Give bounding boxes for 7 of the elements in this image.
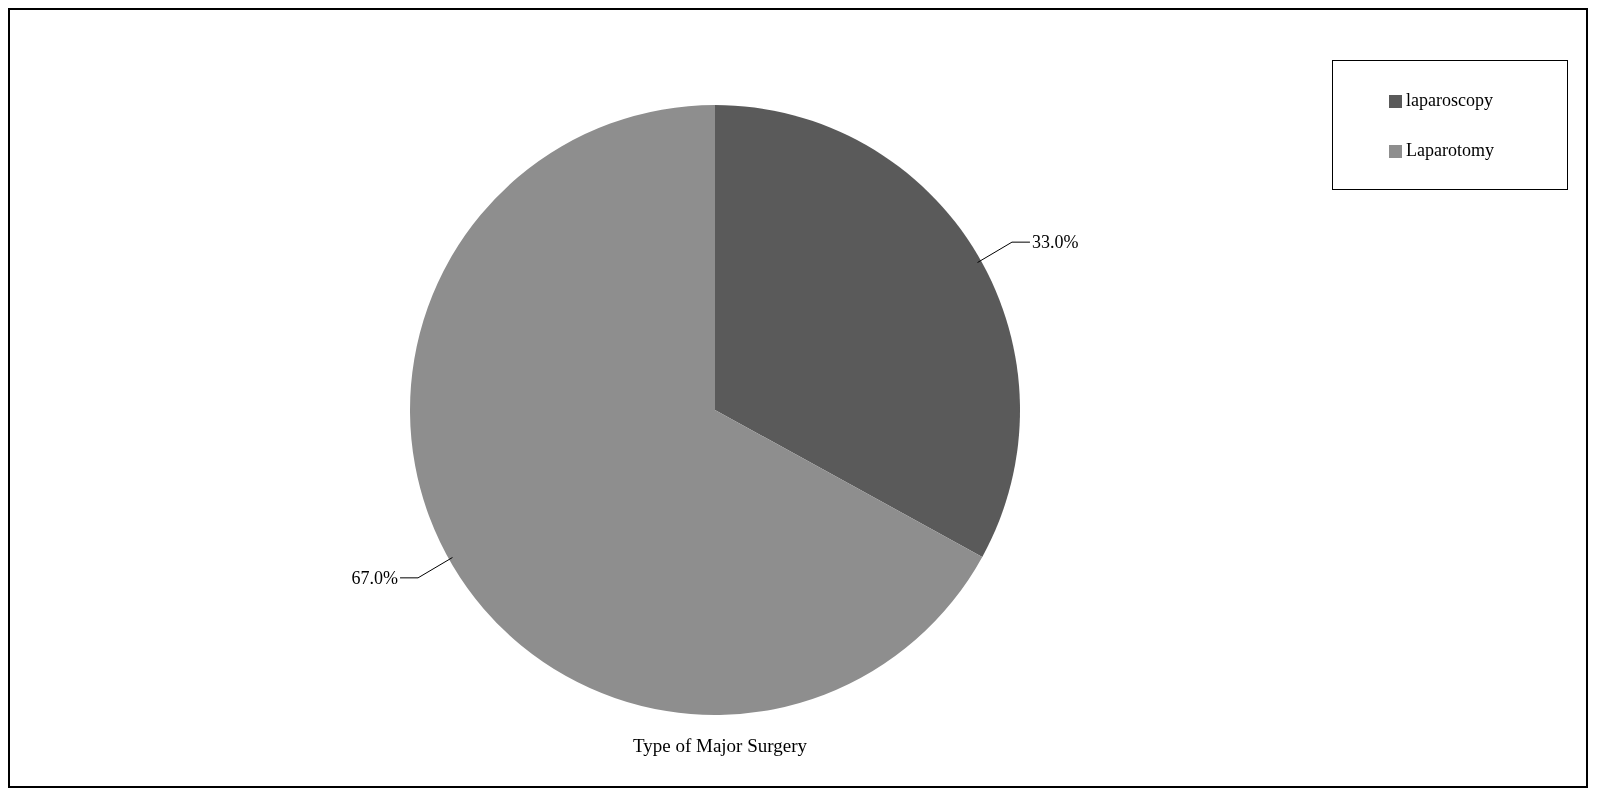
- legend-label: Laparotomy: [1406, 140, 1494, 160]
- text: Type of Major Surgery: [631, 735, 808, 757]
- data-label: 67.0%: [351, 567, 399, 588]
- pie-slice: [715, 105, 1020, 557]
- data-label: 33.0%: [1031, 232, 1079, 253]
- legend-label: laparoscopy: [1406, 90, 1493, 110]
- pie-slice: [410, 105, 983, 715]
